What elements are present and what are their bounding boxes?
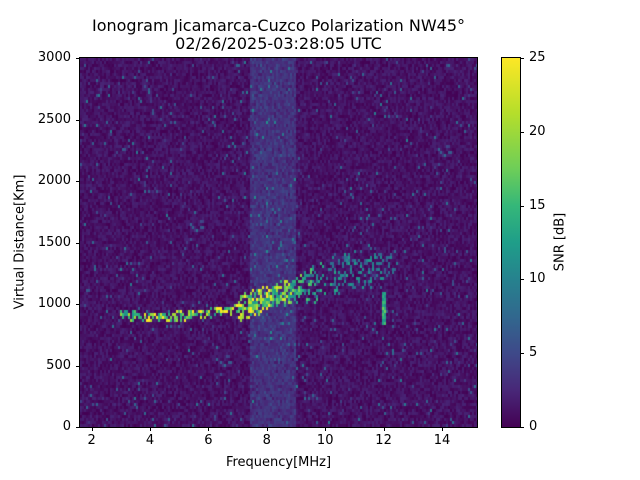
- colorbar-tick-label: 5: [529, 345, 538, 361]
- x-tick-label: 14: [433, 433, 451, 448]
- colorbar-tick-label: 15: [529, 197, 546, 213]
- x-tick: [91, 427, 93, 431]
- colorbar-tick-label: 25: [529, 50, 546, 65]
- x-axis-label: Frequency[MHz]: [225, 455, 332, 470]
- y-tick: [76, 119, 80, 121]
- colorbar: [501, 57, 521, 428]
- ionogram-heatmap: [79, 57, 478, 428]
- x-tick: [325, 427, 327, 431]
- colorbar-label: SNR [dB]: [552, 212, 568, 272]
- y-tick: [76, 427, 80, 428]
- x-tick: [208, 427, 210, 431]
- y-tick-label: 3000: [37, 50, 71, 65]
- y-tick-label: 1000: [37, 296, 71, 311]
- y-tick-label: 2500: [37, 111, 71, 127]
- x-tick: [383, 427, 385, 431]
- x-tick-label: 8: [262, 433, 271, 448]
- colorbar-tick: [520, 353, 524, 355]
- x-tick: [266, 427, 268, 431]
- x-tick: [150, 427, 152, 431]
- colorbar-tick: [520, 131, 524, 133]
- y-tick: [76, 304, 80, 305]
- y-tick-label: 1500: [37, 234, 71, 250]
- colorbar-tick: [520, 427, 524, 428]
- y-tick: [76, 242, 80, 244]
- colorbar-tick-label: 0: [529, 419, 538, 434]
- colorbar-tick: [520, 58, 524, 59]
- x-tick: [441, 427, 443, 431]
- x-tick-label: 12: [375, 433, 392, 448]
- chart-subtitle: 02/26/2025-03:28:05 UTC: [175, 34, 382, 53]
- x-tick-label: 4: [145, 433, 155, 448]
- y-tick: [76, 181, 80, 182]
- y-tick-label: 500: [46, 357, 71, 373]
- y-tick: [76, 58, 80, 59]
- y-tick-label: 0: [62, 419, 71, 434]
- colorbar-tick: [520, 205, 524, 207]
- colorbar-tick-label: 10: [529, 271, 546, 287]
- x-tick-label: 2: [87, 433, 96, 448]
- x-tick-label: 6: [204, 433, 213, 448]
- colorbar-tick-label: 20: [529, 123, 546, 139]
- x-tick-label: 10: [316, 433, 334, 448]
- chart-title: Ionogram Jicamarca-Cuzco Polarization NW…: [91, 16, 465, 35]
- y-tick: [76, 365, 80, 367]
- colorbar-tick: [520, 279, 524, 281]
- y-tick-label: 2000: [37, 173, 71, 188]
- y-axis-label: Virtual Distance[Km]: [12, 174, 28, 310]
